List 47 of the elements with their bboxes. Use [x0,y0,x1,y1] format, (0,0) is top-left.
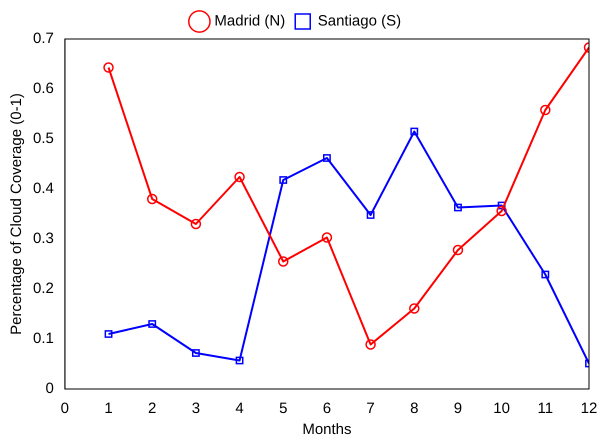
x-tick-label: 11 [538,400,554,418]
point [496,206,507,216]
point [365,339,376,350]
x-tick-label: 4 [235,400,244,418]
point [104,330,112,338]
x-tick-label: 2 [148,400,156,418]
point [148,320,156,328]
point [452,244,464,256]
point [190,218,202,230]
point [366,211,375,219]
point [234,172,245,182]
x-tick-label: 7 [366,400,375,418]
point [410,128,418,136]
point [322,232,332,243]
y-tick-label: 0.3 [32,230,54,248]
point [540,104,551,116]
point [322,154,331,162]
point [498,202,506,210]
y-tick-label: 0.7 [32,30,54,48]
legend-label: Santiago (S) [318,12,402,30]
point [192,349,200,357]
y-tick-label: 0.2 [32,280,54,298]
x-tick-label: 3 [192,400,200,418]
x-tick-label: 9 [454,400,462,418]
y-axis-title: Percentage of Cloud Coverage (0-1) [8,93,26,335]
legend-label: Madrid (N) [214,12,286,30]
point [146,194,158,204]
point [454,204,462,212]
x-tick-label: 12 [580,400,598,418]
point [409,303,420,314]
x-tick-label: 10 [493,400,510,418]
x-axis-title: Months [302,421,352,438]
y-tick-label: 0.4 [32,180,54,198]
point [103,62,114,73]
y-tick-label: 0.6 [32,80,54,98]
y-tick-label: 0 [46,380,54,398]
x-tick-label: 0 [60,400,70,418]
y-tick-label: 0.5 [32,130,54,148]
point [236,356,244,364]
x-tick-label: 8 [410,400,418,418]
point [279,176,288,184]
point [278,256,288,267]
x-tick-label: 5 [279,400,288,418]
x-tick-label: 1 [104,400,113,418]
x-tick-label: 6 [322,400,332,418]
point [541,270,550,278]
y-tick-label: 0.1 [32,330,54,348]
